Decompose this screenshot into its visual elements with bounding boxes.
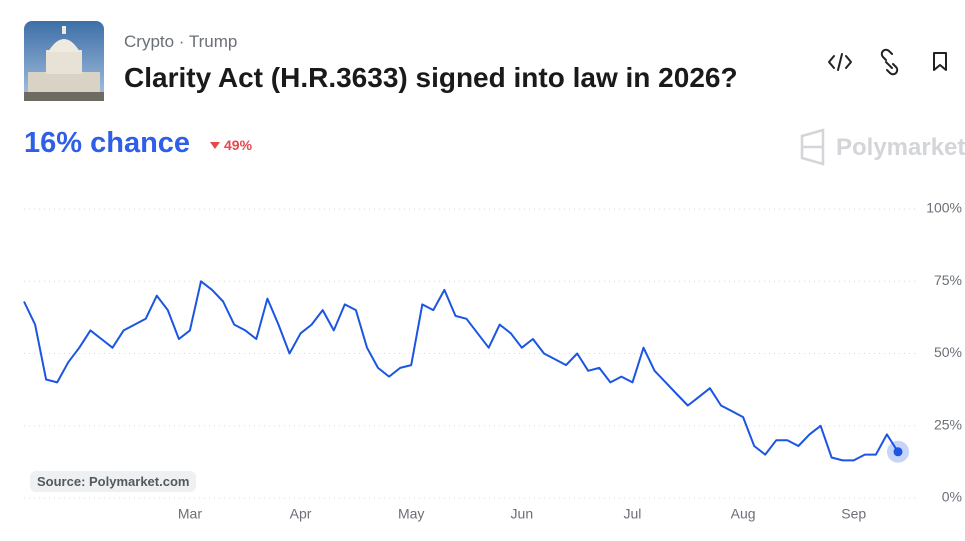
link-icon[interactable] [880,48,899,76]
market-image [24,21,104,101]
change: 49% [224,137,253,153]
chance: 16% chance [24,127,191,159]
x-tick-label: Aug [731,506,756,522]
x-tick-label: Mar [178,506,202,522]
line [23,280,899,462]
tag[interactable]: Trump [188,32,238,51]
market-title: Clarity Act (H.R.3633) signed into law i… [124,62,738,93]
tags: Crypto · Trump [124,32,238,51]
x-tick-label: Apr [290,506,312,522]
end-point [893,447,903,457]
embed-icon[interactable] [828,53,852,71]
x-tick-label: May [398,506,424,522]
x-tick-label: Sep [841,506,866,522]
brand-logo [800,128,825,166]
brand: Polymarket [836,134,965,161]
bookmark-icon[interactable] [933,52,947,71]
y-tick-label: 0% [942,489,962,505]
y-tick-label: 100% [926,200,962,216]
tag[interactable]: Crypto [124,32,175,51]
source: Source: Polymarket.com [30,471,197,492]
x-tick-label: Jun [511,506,534,522]
y-tick-label: 75% [934,272,962,288]
y-tick-label: 25% [934,416,962,432]
down-arrow [210,142,220,149]
y-tick-label: 50% [934,344,962,360]
x-tick-label: Jul [624,506,642,522]
